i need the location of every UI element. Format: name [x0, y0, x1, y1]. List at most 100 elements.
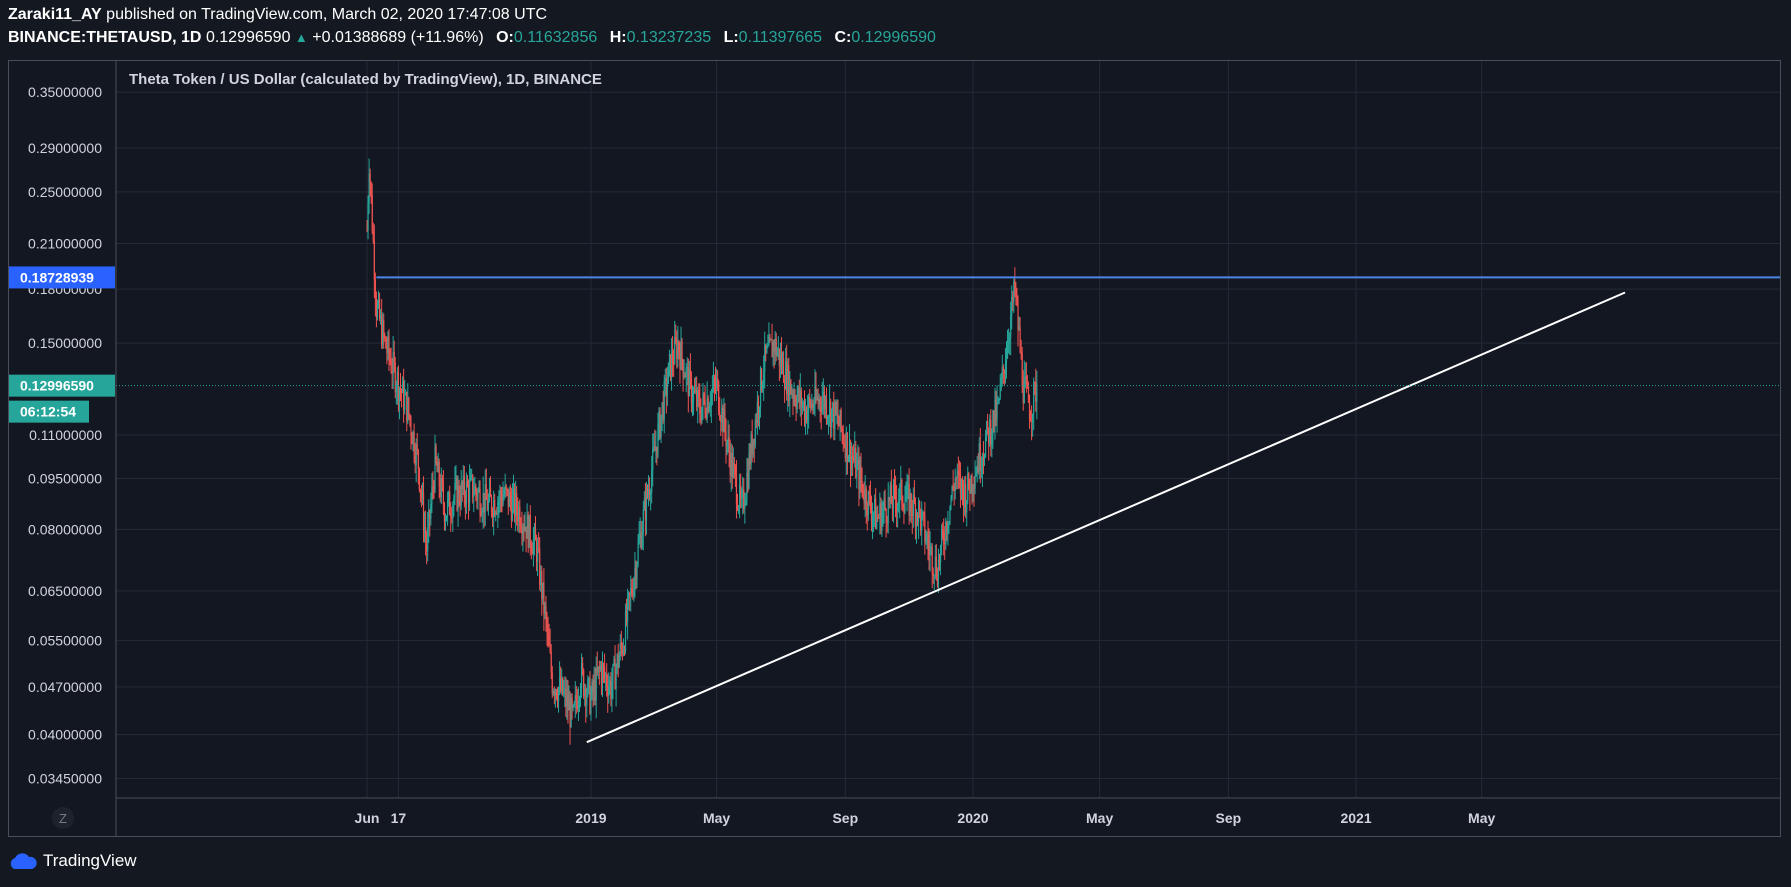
candle-body	[508, 492, 510, 507]
candle-body	[731, 452, 733, 478]
candle-body	[366, 229, 368, 231]
candle-body	[906, 485, 908, 498]
candle-body	[569, 702, 571, 727]
author-name[interactable]: Zaraki11_AY	[8, 6, 102, 23]
candle-body	[681, 340, 683, 360]
candle-body	[932, 573, 934, 576]
candle-body	[670, 351, 673, 379]
candle-body	[477, 491, 479, 500]
candle-body	[395, 387, 397, 392]
candle-body	[436, 461, 438, 472]
candle-body	[425, 527, 427, 540]
candle-body	[541, 571, 543, 599]
candle-body	[641, 532, 643, 548]
candle-body	[776, 352, 778, 356]
candle-body	[686, 367, 688, 369]
candle-body	[526, 514, 528, 539]
price-label-text: 0.12996590	[20, 378, 94, 394]
candle-body	[509, 492, 511, 502]
candle-body	[748, 453, 750, 488]
candle-body	[584, 688, 586, 696]
price-tick-label: 0.29000000	[28, 140, 102, 156]
candle-body	[550, 651, 552, 673]
time-axis[interactable]: Jun 17 2019 May Sep 2020 May Sep 2021 May	[355, 810, 1496, 826]
candle-body	[979, 443, 981, 471]
candle-body	[733, 463, 735, 468]
low-value: 0.11397665	[738, 29, 823, 46]
candle-body	[430, 503, 432, 519]
candle-body	[688, 368, 690, 397]
symbol-label: BINANCE:THETAUSD, 1D	[8, 29, 202, 46]
candle-body	[1025, 376, 1027, 384]
drawings[interactable]	[116, 276, 1780, 744]
candle-body	[1017, 301, 1019, 330]
candle-body	[938, 559, 941, 564]
candle-body	[490, 496, 493, 512]
candle-body	[1002, 366, 1004, 371]
chart-frame[interactable]: 0.35000000 0.29000000 0.25000000 0.21000000…	[8, 60, 1781, 837]
candle-body	[583, 670, 585, 696]
price-axis[interactable]: 0.35000000 0.29000000 0.25000000 0.21000000…	[28, 84, 102, 786]
time-tick-label: May	[1086, 810, 1113, 826]
candle-body	[565, 688, 567, 707]
candle-body	[406, 391, 408, 422]
candle-body	[420, 491, 423, 498]
candle-body	[696, 390, 698, 407]
candle-body	[744, 504, 746, 509]
candle-body	[614, 658, 616, 690]
candle-body	[796, 396, 798, 410]
candle-body	[824, 398, 827, 409]
watermark-badge[interactable]	[52, 807, 74, 829]
candle-body	[547, 631, 549, 635]
candle-body	[925, 541, 927, 543]
candle-body	[580, 663, 583, 689]
candle-body	[775, 338, 777, 356]
candle-body	[678, 341, 680, 352]
candle-body	[525, 526, 527, 539]
candle-body	[637, 542, 639, 565]
candle-body	[666, 383, 668, 396]
candle-body	[825, 398, 828, 419]
candle-body	[803, 402, 806, 421]
candle-body	[996, 401, 998, 420]
candle-body	[429, 510, 431, 519]
price-chart[interactable]: 0.35000000 0.29000000 0.25000000 0.21000000…	[9, 61, 1780, 836]
candle-body	[615, 668, 617, 690]
candle-body	[457, 485, 459, 510]
candle-body	[655, 446, 657, 451]
candle-body	[995, 400, 997, 420]
price-tick-label: 0.21000000	[28, 236, 102, 252]
candle-body	[903, 507, 905, 513]
tradingview-logo[interactable]: TradingView	[8, 851, 137, 871]
candle-body	[657, 423, 659, 455]
candle-body	[677, 341, 679, 359]
candle-body	[883, 499, 885, 508]
candle-body	[797, 387, 799, 397]
candle-body	[878, 517, 880, 519]
candle-body	[685, 367, 687, 378]
trend-line[interactable]	[586, 291, 1626, 744]
candle-body	[564, 688, 566, 692]
candle-body	[833, 402, 835, 430]
candle-body	[669, 354, 672, 379]
candle-body	[751, 434, 753, 455]
candle-body	[836, 413, 838, 415]
candle-body	[865, 488, 867, 510]
candle-body	[942, 529, 944, 533]
candle-body	[400, 390, 403, 393]
candle-body	[658, 411, 660, 424]
candle-body	[506, 488, 508, 490]
candle-body	[617, 654, 619, 668]
candle-body	[1006, 343, 1009, 358]
candle-body	[705, 413, 707, 418]
candle-body	[856, 462, 858, 478]
candle-body	[746, 472, 748, 498]
candle-body	[529, 515, 531, 545]
candle-body	[742, 489, 744, 497]
candle-body	[493, 500, 495, 519]
candle-body	[802, 402, 805, 405]
candle-body	[404, 394, 406, 411]
candle-body	[727, 437, 729, 442]
candle-body	[369, 173, 371, 183]
candle-body	[937, 559, 940, 586]
